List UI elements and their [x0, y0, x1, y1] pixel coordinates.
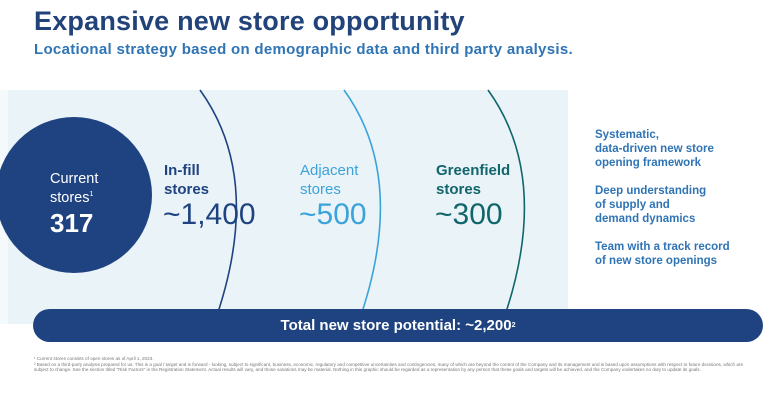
- footnote-2: ² Based on a third-party analysis prepar…: [34, 361, 744, 373]
- highlight-item: Deep understanding of supply and demand …: [595, 185, 707, 225]
- greenfield-value: ~300: [435, 198, 503, 231]
- highlight-item: Team with a track record of new store op…: [595, 241, 730, 267]
- infill-label: In-fill stores: [164, 162, 210, 198]
- current-stores-value: 317: [50, 208, 94, 238]
- page-subtitle: Locational strategy based on demographic…: [34, 41, 573, 58]
- footnotes: ¹ Current stores consists of open stores…: [34, 356, 754, 373]
- infill-value: ~1,400: [163, 198, 256, 231]
- total-potential-text: Total new store potential: ~2,200: [280, 317, 512, 334]
- footnote-1: ¹ Current stores consists of open stores…: [34, 356, 154, 361]
- current-stores-label: Current stores1: [50, 171, 99, 206]
- adjacent-label: Adjacent stores: [300, 162, 359, 198]
- page-title: Expansive new store opportunity: [34, 6, 465, 36]
- current-stores-circle: [0, 117, 152, 273]
- highlights-list: Systematic, data-driven new store openin…: [595, 128, 765, 282]
- greenfield-label: Greenfield stores: [436, 162, 511, 198]
- total-potential-banner: Total new store potential: ~2,200 2: [33, 309, 763, 342]
- arc-infill: [199, 89, 238, 325]
- adjacent-value: ~500: [299, 198, 367, 231]
- highlight-item: Systematic, data-driven new store openin…: [595, 129, 714, 169]
- arc-greenfield: [487, 89, 526, 325]
- footnote-mark-1: 1: [89, 191, 94, 199]
- arc-adjacent: [343, 89, 382, 325]
